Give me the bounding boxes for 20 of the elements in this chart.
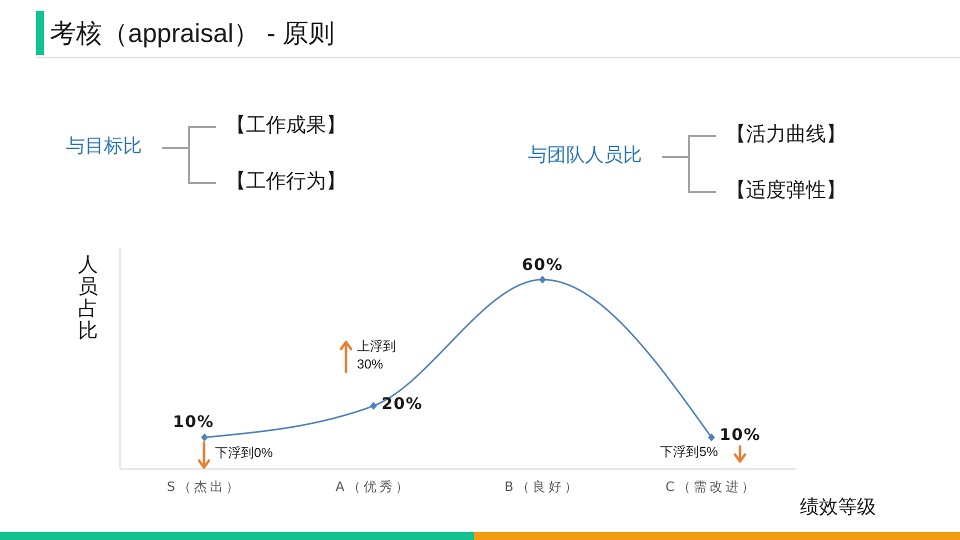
data-label: 10% [720,425,761,446]
chart-title: 考核（appraisal） - 原则 [50,16,335,50]
annotation: 下浮到0% [215,444,273,462]
annotation: 上浮到 30% [357,337,396,373]
x-tick-label: A（优秀） [336,480,412,496]
y-axis-title: 人员占比 [78,254,98,342]
data-label: 20% [382,394,423,414]
text: 与目标比 [66,135,142,159]
x-tick-label: B（良好） [504,480,580,496]
x-tick-label: S（杰出） [166,480,242,496]
x-axis-title: 绩效等级 [800,496,876,520]
annotation: 下浮到5% [660,443,718,461]
text: 【活力曲线】 [726,122,846,148]
text: 【工作行为】 [226,170,346,194]
text: 【适度弹性】 [726,178,846,204]
text: 【工作成果】 [226,114,346,138]
data-label: 10% [172,412,214,432]
data-label: 60% [522,254,564,275]
x-tick-label: C（需改进） [665,480,758,496]
text: 与团队人员比 [528,144,642,168]
